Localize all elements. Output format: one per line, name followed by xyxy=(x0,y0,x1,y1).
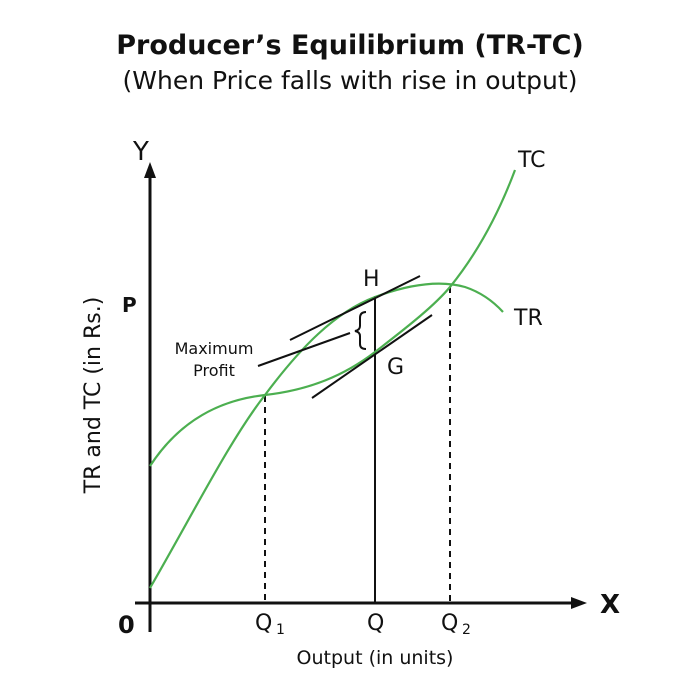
x-axis-letter: X xyxy=(600,590,620,620)
origin-label: 0 xyxy=(118,611,135,639)
tr-curve-label: TR xyxy=(513,306,543,331)
max-profit-label-line1: Maximum xyxy=(175,339,254,358)
tc-curve-label: TC xyxy=(517,148,546,173)
tr-curve xyxy=(149,282,504,589)
tangent-at-g xyxy=(311,314,433,399)
x-tick-q: Q xyxy=(367,611,384,636)
x-tick-q2: Q 2 xyxy=(441,611,471,638)
point-h-label: H xyxy=(363,267,380,292)
svg-text:Q: Q xyxy=(367,611,384,636)
profit-pointer-line xyxy=(257,332,351,367)
profit-brace-icon xyxy=(354,311,367,350)
axes xyxy=(135,162,587,632)
y-axis-arrow-icon xyxy=(144,162,156,178)
y-axis-label: TR and TC (in Rs.) xyxy=(81,297,106,495)
tangent-at-h xyxy=(289,275,421,341)
chart-subtitle: (When Price falls with rise in output) xyxy=(122,66,578,95)
tc-curve xyxy=(149,169,517,467)
chart-title: Producer’s Equilibrium (TR-TC) xyxy=(116,30,584,61)
max-profit-label-line2: Profit xyxy=(193,361,235,380)
y-tick-p: P xyxy=(122,293,137,317)
x-axis-arrow-icon xyxy=(571,597,587,609)
svg-text:2: 2 xyxy=(462,622,471,638)
svg-text:Q: Q xyxy=(255,611,272,636)
svg-text:Q: Q xyxy=(441,611,458,636)
svg-text:1: 1 xyxy=(276,622,285,638)
x-tick-q1: Q 1 xyxy=(255,611,285,638)
point-g-label: G xyxy=(387,355,404,380)
y-axis-letter: Y xyxy=(132,137,149,167)
x-axis-label: Output (in units) xyxy=(297,647,454,669)
